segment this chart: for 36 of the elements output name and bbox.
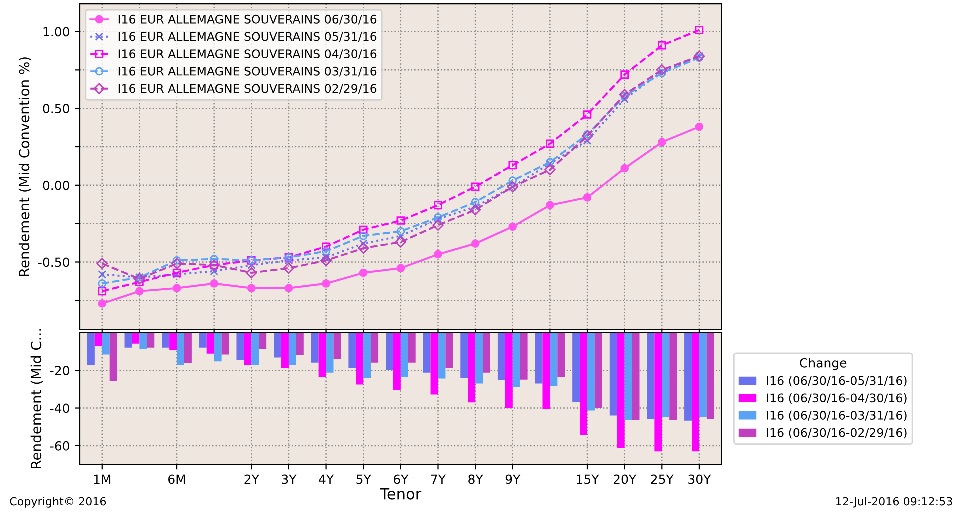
legend-label: I16 (06/30/16-03/31/16) bbox=[767, 410, 907, 422]
legend-label: I16 (06/30/16-04/30/16) bbox=[767, 393, 907, 404]
y-tick-label: -0.50 bbox=[38, 258, 70, 268]
x-tick-label: 7Y bbox=[431, 474, 446, 484]
x-axis-title: Tenor bbox=[380, 488, 422, 500]
legend-label: I16 EUR ALLEMAGNE SOUVERAINS 05/31/16 bbox=[118, 32, 377, 42]
text: Copyright© 2016 bbox=[10, 497, 106, 508]
y-tick-label: 1.00 bbox=[44, 27, 70, 37]
y-tick-label: 0.00 bbox=[43, 180, 70, 190]
x-tick-label: 4Y bbox=[319, 474, 334, 484]
x-tick-label: 1M bbox=[94, 474, 111, 484]
legend-label: I16 EUR ALLEMAGNE SOUVERAINS 02/29/16 bbox=[118, 84, 377, 94]
x-tick-label: 8Y bbox=[468, 474, 484, 484]
x-tick-label: 2Y bbox=[244, 474, 260, 484]
x-tick-label: 30Y bbox=[688, 474, 712, 484]
x-tick-label: 6Y bbox=[394, 474, 409, 484]
legend-label: I16 (06/30/16-05/31/16) bbox=[767, 376, 907, 387]
y-tick-label: -40 bbox=[50, 404, 70, 414]
legend-label: I16 EUR ALLEMAGNE SOUVERAINS 06/30/16 bbox=[118, 14, 377, 25]
y-axis-title: Rendement (Mid C... bbox=[30, 329, 44, 468]
x-tick-label: 9Y bbox=[506, 474, 521, 484]
legend-label: I16 EUR ALLEMAGNE SOUVERAINS 03/31/16 bbox=[118, 66, 377, 77]
x-tick-label: 3Y bbox=[282, 474, 297, 484]
x-tick-label: 5Y bbox=[356, 474, 372, 484]
y-axis-title: Rendement (Mid Convention %) bbox=[18, 58, 32, 276]
legend-title: Change bbox=[800, 358, 847, 370]
x-tick-label: 20Y bbox=[614, 474, 637, 484]
y-tick-label: 0.50 bbox=[43, 104, 70, 114]
legend-label: I16 (06/30/16-02/29/16) bbox=[767, 428, 907, 439]
x-tick-label: 6M bbox=[168, 474, 186, 484]
y-tick-label: -20 bbox=[50, 366, 70, 376]
x-tick-label: 25Y bbox=[651, 474, 674, 484]
x-tick-label: 15Y bbox=[577, 474, 600, 484]
text: 12-Jul-2016 09:12:53 bbox=[836, 497, 952, 508]
y-tick-label: -60 bbox=[50, 441, 70, 451]
legend-label: I16 EUR ALLEMAGNE SOUVERAINS 04/30/16 bbox=[118, 50, 377, 60]
